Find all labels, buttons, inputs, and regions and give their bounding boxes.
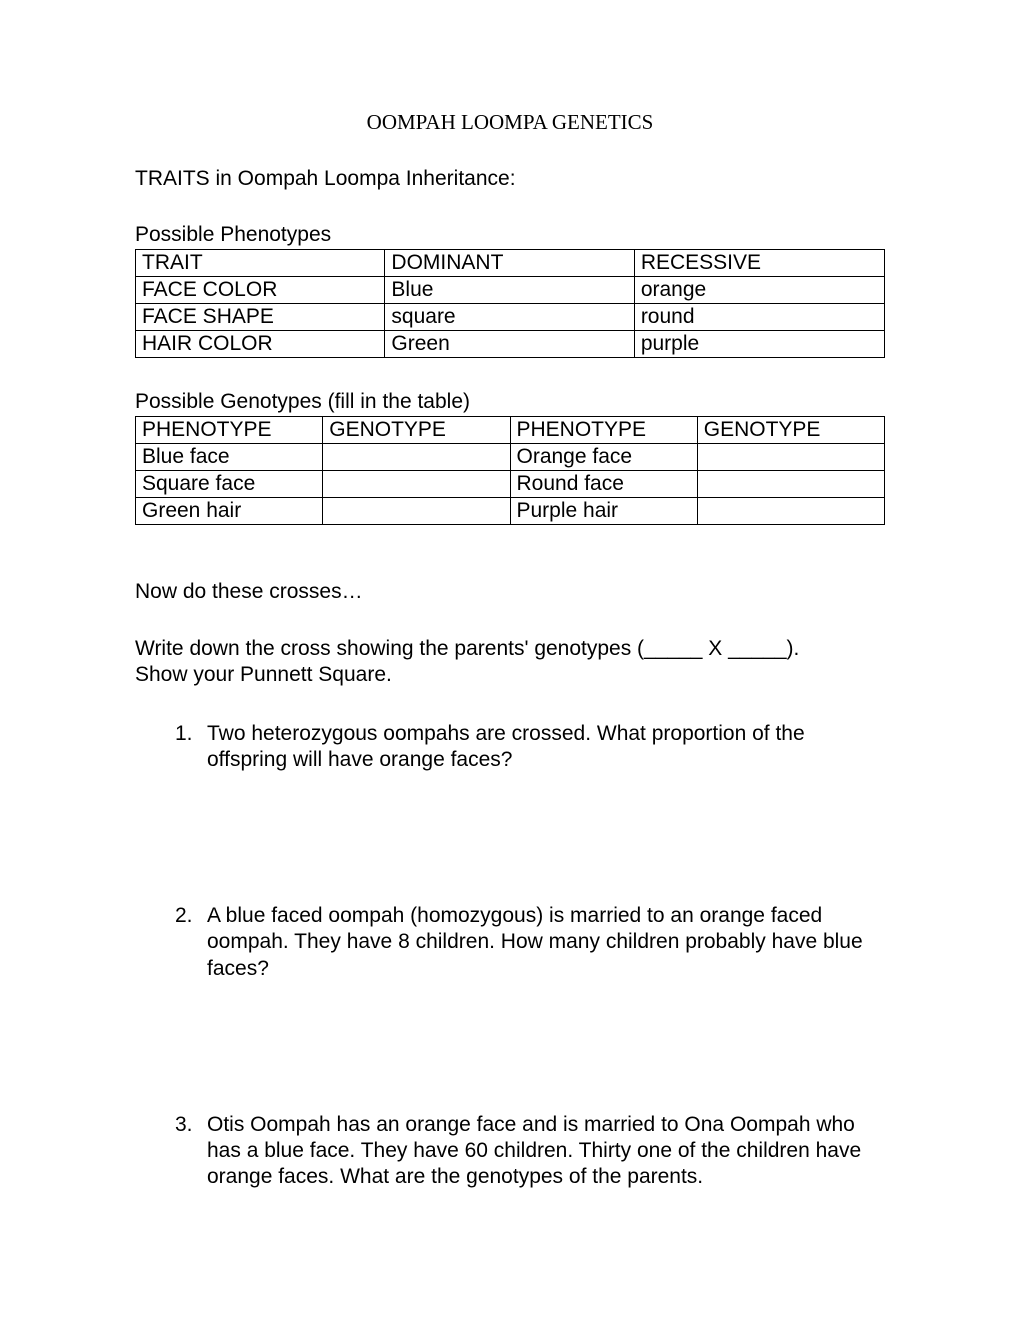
question-number: 1.	[175, 721, 193, 747]
question-text: Otis Oompah has an orange face and is ma…	[207, 1113, 861, 1189]
table-cell: FACE SHAPE	[136, 304, 385, 331]
table-row: FACE SHAPE square round	[136, 304, 885, 331]
table-header-cell: PHENOTYPE	[136, 417, 323, 444]
table-cell[interactable]	[697, 498, 884, 525]
instruction-block: Write down the cross showing the parents…	[135, 636, 885, 689]
table-header-cell: DOMINANT	[385, 250, 634, 277]
instruction-line: Write down the cross showing the parents…	[135, 637, 799, 660]
question-number: 2.	[175, 903, 193, 929]
question-text: Two heterozygous oompahs are crossed. Wh…	[207, 722, 805, 771]
table-header-cell: TRAIT	[136, 250, 385, 277]
table-cell[interactable]	[323, 444, 510, 471]
table-row: Blue face Orange face	[136, 444, 885, 471]
list-item: 2. A blue faced oompah (homozygous) is m…	[175, 903, 885, 982]
table-cell[interactable]	[323, 498, 510, 525]
table-header-cell: RECESSIVE	[634, 250, 884, 277]
table-cell: Purple hair	[510, 498, 697, 525]
list-item: 1. Two heterozygous oompahs are crossed.…	[175, 721, 885, 774]
table2-label: Possible Genotypes (fill in the table)	[135, 390, 885, 414]
table-row: FACE COLOR Blue orange	[136, 277, 885, 304]
traits-subtitle: TRAITS in Oompah Loompa Inheritance:	[135, 167, 885, 191]
table-row: HAIR COLOR Green purple	[136, 331, 885, 358]
list-item: 3. Otis Oompah has an orange face and is…	[175, 1112, 885, 1191]
table-cell: Round face	[510, 471, 697, 498]
table-cell: Green hair	[136, 498, 323, 525]
table-cell[interactable]	[697, 444, 884, 471]
table-cell[interactable]	[697, 471, 884, 498]
instruction-line: Show your Punnett Square.	[135, 663, 392, 686]
genotypes-table: PHENOTYPE GENOTYPE PHENOTYPE GENOTYPE Bl…	[135, 416, 885, 525]
table-cell: Square face	[136, 471, 323, 498]
question-number: 3.	[175, 1112, 193, 1138]
crosses-heading: Now do these crosses…	[135, 580, 885, 604]
table-cell: FACE COLOR	[136, 277, 385, 304]
table-cell: square	[385, 304, 634, 331]
table-cell: HAIR COLOR	[136, 331, 385, 358]
table-row: PHENOTYPE GENOTYPE PHENOTYPE GENOTYPE	[136, 417, 885, 444]
table-row: TRAIT DOMINANT RECESSIVE	[136, 250, 885, 277]
table-cell: purple	[634, 331, 884, 358]
table-cell[interactable]	[323, 471, 510, 498]
table-row: Green hair Purple hair	[136, 498, 885, 525]
page-title: OOMPAH LOOMPA GENETICS	[135, 110, 885, 135]
questions-list: 1. Two heterozygous oompahs are crossed.…	[135, 721, 885, 1191]
table1-label: Possible Phenotypes	[135, 223, 885, 247]
table-header-cell: GENOTYPE	[323, 417, 510, 444]
table-cell: Orange face	[510, 444, 697, 471]
table-cell: orange	[634, 277, 884, 304]
table-cell: round	[634, 304, 884, 331]
table-row: Square face Round face	[136, 471, 885, 498]
phenotypes-table: TRAIT DOMINANT RECESSIVE FACE COLOR Blue…	[135, 249, 885, 358]
table-cell: Green	[385, 331, 634, 358]
table-header-cell: PHENOTYPE	[510, 417, 697, 444]
table-header-cell: GENOTYPE	[697, 417, 884, 444]
table-cell: Blue face	[136, 444, 323, 471]
question-text: A blue faced oompah (homozygous) is marr…	[207, 904, 863, 980]
table-cell: Blue	[385, 277, 634, 304]
